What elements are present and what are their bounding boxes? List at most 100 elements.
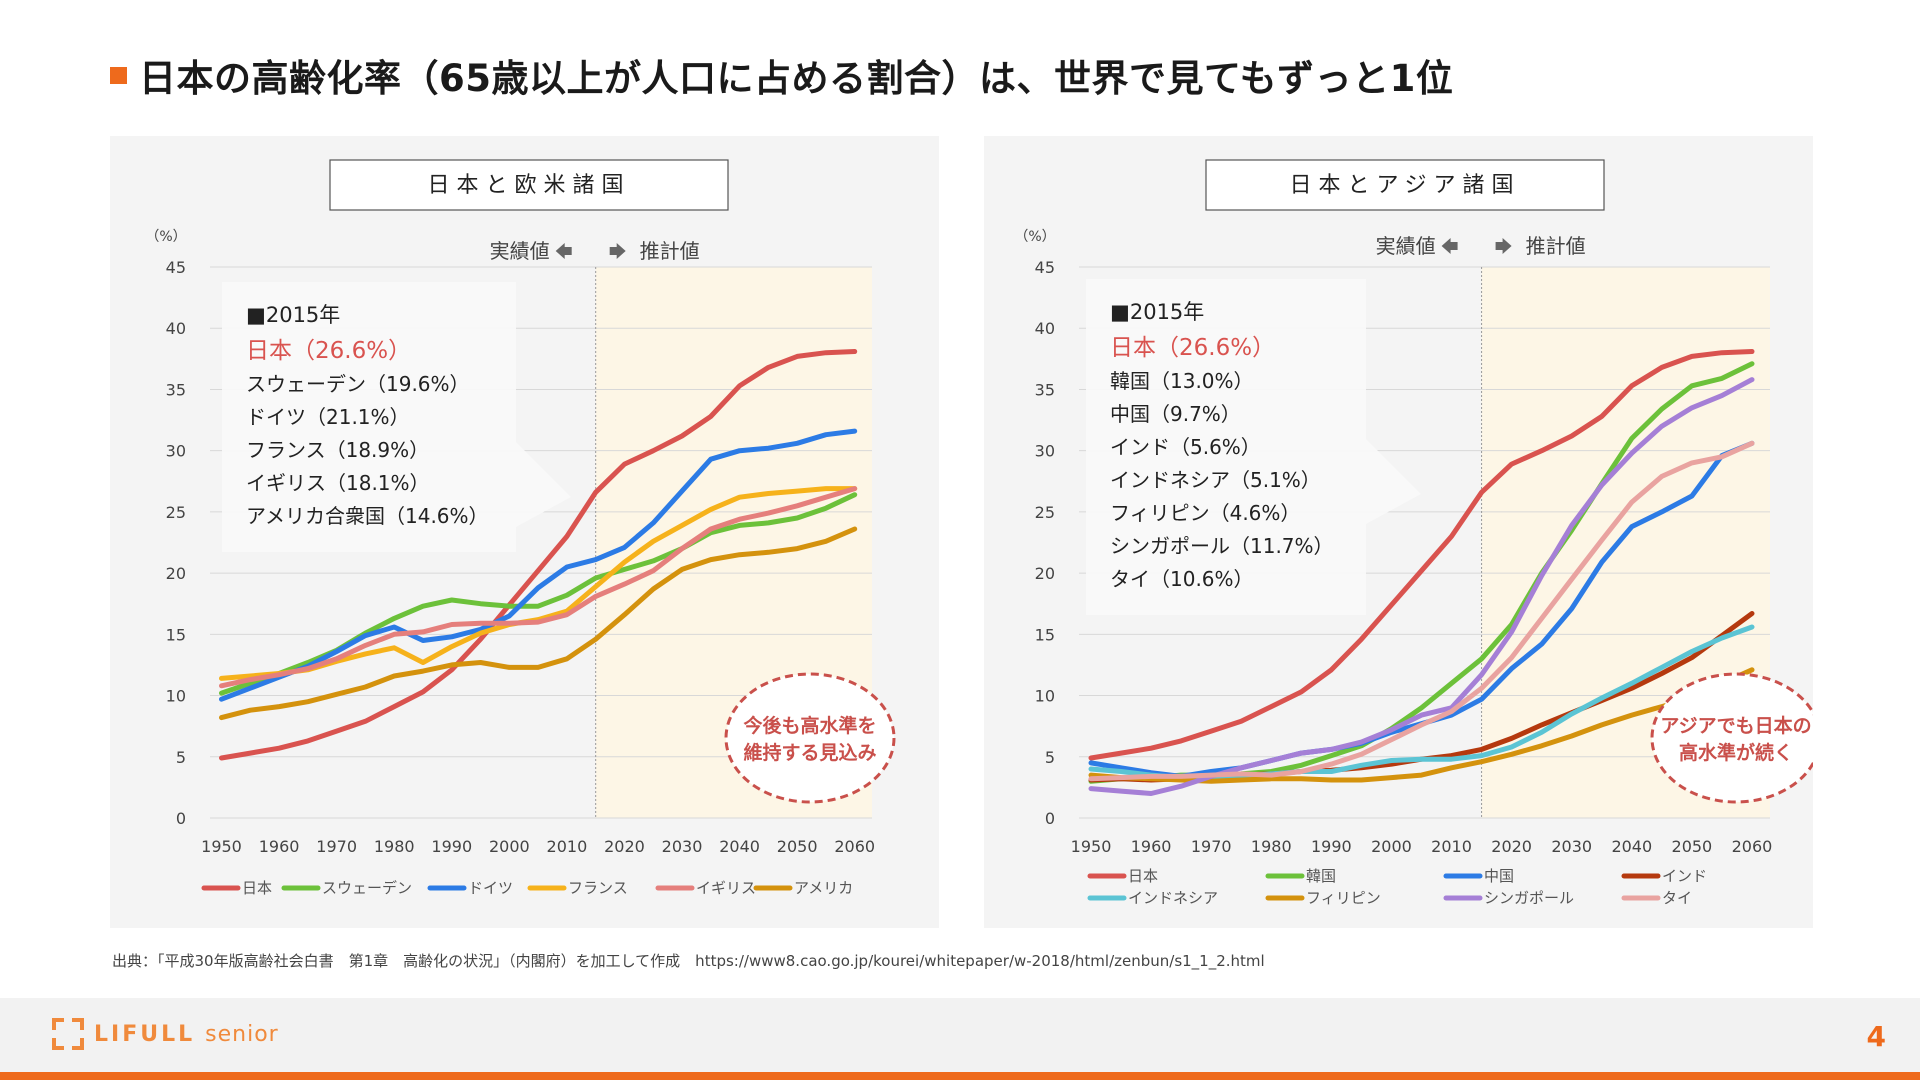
chart-title: 日本とアジア諸国 (1289, 173, 1520, 198)
chart-title-box (1205, 159, 1605, 211)
y-tick-label: 0 (1045, 809, 1055, 828)
info-line: フィリピン（4.6%） (1110, 501, 1300, 525)
legend-label: ドイツ (468, 879, 513, 897)
chart-svg: 日本とアジア諸国 0 5 10 15 20 25 30 35 40 45 （%） 1950 1960 197… (1014, 159, 1813, 907)
legend-label: 日本 (1128, 867, 1158, 885)
x-tick-label: 1960 (259, 837, 300, 856)
x-tick-label: 2050 (1672, 837, 1713, 856)
x-tick-label: 2030 (662, 837, 703, 856)
info-line: タイ（10.6%） (1110, 567, 1254, 591)
logo: LIFULL senior (52, 1018, 279, 1050)
callout-pointer (1366, 439, 1421, 524)
footer (0, 998, 1920, 1072)
x-tick-label: 1950 (201, 837, 242, 856)
info-line: イギリス（18.1%） (246, 471, 430, 495)
y-tick-label: 40 (1035, 319, 1055, 338)
footer-accent-bar (0, 1072, 1920, 1080)
page-title: 日本の高齢化率（65歳以上が人口に占める割合）は、世界で見てもずっと1位 (139, 57, 1454, 100)
y-tick-label: 15 (1035, 625, 1055, 644)
legend-label: フィリピン (1306, 889, 1381, 907)
y-tick-label: 45 (166, 258, 186, 277)
x-tick-label: 2020 (604, 837, 645, 856)
y-tick-label: 45 (1035, 258, 1055, 277)
y-tick-label: 20 (166, 564, 186, 583)
bubble-text: 維持する見込み (743, 741, 876, 764)
x-tick-label: 2060 (834, 837, 875, 856)
x-tick-label: 2000 (1371, 837, 1412, 856)
x-tick-label: 1990 (431, 837, 472, 856)
x-tick-label: 2050 (777, 837, 818, 856)
x-tick-label: 1960 (1131, 837, 1172, 856)
x-tick-label: 1980 (374, 837, 415, 856)
info-line: 日本（26.6%） (246, 338, 411, 364)
chart-title-box (329, 159, 729, 211)
actual-label: 実績値 (490, 239, 550, 263)
series-line-タイ (1088, 440, 1755, 782)
info-line: 日本（26.6%） (1110, 335, 1275, 361)
actual-label: 実績値 (1376, 234, 1436, 258)
legend-label: インド (1662, 867, 1707, 885)
info-line: インド（5.6%） (1110, 435, 1261, 459)
y-tick-label: 25 (1035, 503, 1055, 522)
legend-label: シンガポール (1484, 889, 1574, 907)
y-tick-label: 0 (176, 809, 186, 828)
x-tick-label: 2030 (1551, 837, 1592, 856)
x-tick-label: 2020 (1491, 837, 1532, 856)
logo-bracket-icon (52, 1018, 84, 1050)
x-tick-label: 1980 (1251, 837, 1292, 856)
info-line: 韓国（13.0%） (1110, 369, 1254, 393)
title-marker-icon (110, 66, 127, 84)
legend-label: スウェーデン (322, 879, 412, 897)
info-line: スウェーデン（19.6%） (246, 372, 470, 396)
bubble-text: 高水準が続く (1679, 741, 1793, 764)
arrow-right-icon (609, 243, 626, 259)
y-tick-label: 25 (166, 503, 186, 522)
y-tick-label: 30 (1035, 442, 1055, 461)
info-line: シンガポール（11.7%） (1110, 534, 1334, 558)
y-unit-label: （%） (1014, 229, 1055, 245)
x-tick-label: 2040 (1611, 837, 1652, 856)
x-tick-label: 2010 (1431, 837, 1472, 856)
legend-label: タイ (1662, 889, 1692, 907)
info-line: インドネシア（5.1%） (1110, 468, 1321, 492)
legend-label: 中国 (1484, 867, 1514, 885)
y-tick-label: 35 (166, 380, 186, 399)
chart-svg: 日本と欧米諸国 0 5 10 15 20 25 30 35 40 45 （%） 1950 1960 1970… (145, 159, 896, 897)
y-tick-label: 5 (1045, 748, 1055, 767)
y-tick-label: 5 (176, 748, 186, 767)
info-line: ドイツ（21.1%） (246, 405, 410, 429)
page-number: 4 (1866, 1020, 1886, 1053)
info-line: フランス（18.9%） (246, 438, 429, 462)
y-tick-label: 10 (1035, 687, 1055, 706)
bubble-text: 今後も高水準を (742, 714, 876, 737)
series-line-イギリス (219, 486, 858, 689)
x-tick-label: 2000 (489, 837, 530, 856)
callout-pointer (516, 442, 571, 527)
arrow-right-icon (1495, 238, 1512, 254)
legend-label: インドネシア (1128, 889, 1218, 907)
info-box (222, 282, 516, 552)
legend-label: 日本 (242, 879, 272, 897)
source-note: 出典：「平成30年版高齢社会白書 第1章 高齢化の状況」（内閣府）を加工して作成… (112, 952, 1265, 970)
info-line: 中国（9.7%） (1110, 402, 1241, 426)
x-tick-label: 1970 (316, 837, 357, 856)
y-tick-label: 20 (1035, 564, 1055, 583)
bubble-text: アジアでも日本の (1660, 714, 1811, 737)
arrow-left-icon (1441, 238, 1458, 254)
info-line: アメリカ合衆国（14.6%） (246, 504, 489, 528)
x-tick-label: 2040 (719, 837, 760, 856)
x-tick-label: 1970 (1191, 837, 1232, 856)
arrow-left-icon (555, 243, 572, 259)
x-tick-label: 1990 (1311, 837, 1352, 856)
series-line-ドイツ (219, 428, 858, 702)
y-tick-label: 10 (166, 687, 186, 706)
y-tick-label: 15 (166, 625, 186, 644)
title-block: 日本の高齢化率（65歳以上が人口に占める割合）は、世界で見てもずっと1位 (110, 48, 1453, 102)
y-unit-label: （%） (145, 229, 186, 245)
legend-label: フランス (568, 879, 628, 897)
bubble-outline (724, 672, 896, 804)
x-tick-label: 1950 (1071, 837, 1112, 856)
y-tick-label: 40 (166, 319, 186, 338)
x-tick-label: 2060 (1732, 837, 1773, 856)
series-line-アメリカ (219, 526, 858, 721)
